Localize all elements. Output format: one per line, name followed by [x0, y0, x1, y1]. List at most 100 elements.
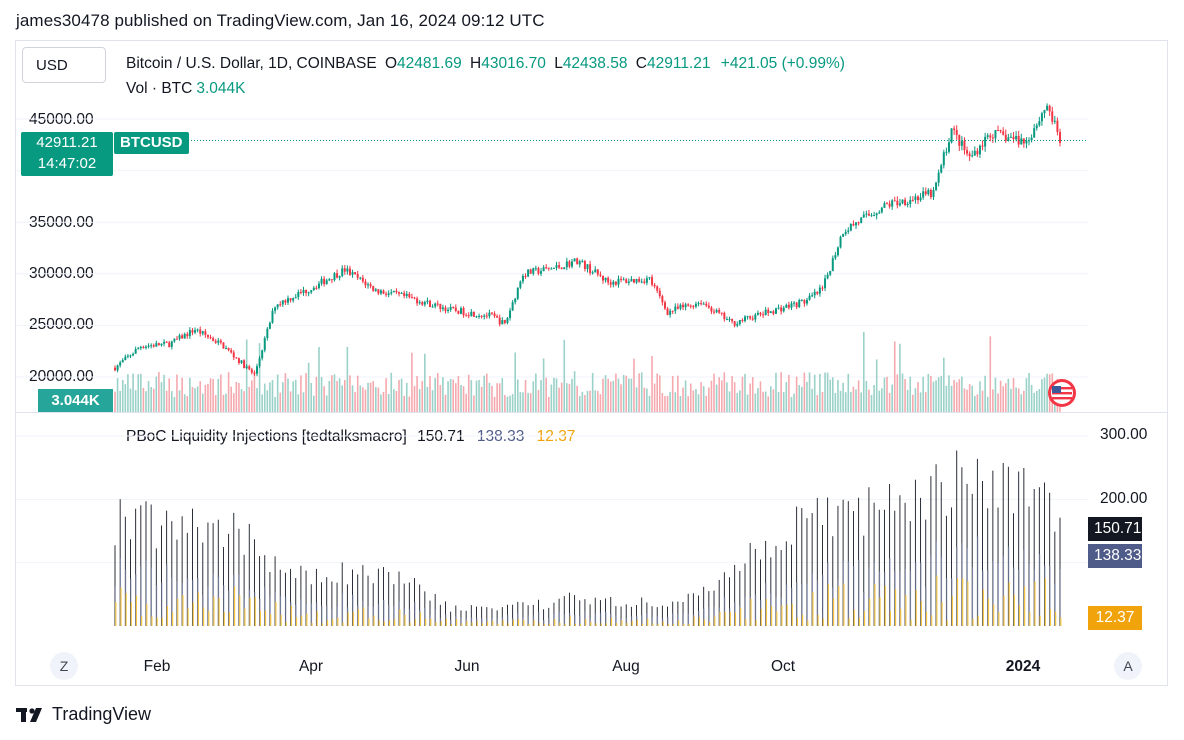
candle-body — [279, 304, 282, 306]
volume-bar — [684, 380, 687, 412]
candle-body — [1038, 121, 1041, 126]
candle-body — [178, 335, 181, 339]
candle-body — [297, 291, 300, 298]
volume-bar — [813, 374, 816, 412]
volume-bar — [899, 343, 901, 412]
candle-body — [478, 315, 481, 317]
volume-bar — [886, 376, 888, 412]
volume-bar — [307, 362, 310, 412]
candle-body — [674, 306, 677, 312]
indicator-badge-2: 138.33 — [1088, 544, 1142, 568]
volume-bar — [504, 395, 506, 412]
candle-body — [488, 312, 491, 317]
brand-name: TradingView — [52, 704, 152, 724]
volume-bar — [829, 379, 832, 412]
candle-body — [1046, 105, 1049, 111]
volume-label[interactable]: Vol · BTC — [126, 80, 193, 97]
volume-bar — [351, 385, 354, 412]
candle-body — [689, 305, 692, 307]
volume-bar — [816, 395, 819, 412]
volume-bar — [318, 346, 320, 412]
zoom-button[interactable]: Z — [50, 652, 78, 680]
volume-bar — [850, 391, 852, 412]
volume-bar — [808, 372, 811, 412]
candle-body — [865, 213, 868, 215]
volume-bar — [803, 372, 806, 412]
volume-bar — [973, 396, 976, 412]
volume-bar — [891, 384, 893, 412]
candle-body — [256, 366, 259, 374]
volume-bar — [452, 379, 455, 412]
candle-body — [707, 305, 710, 308]
pane-divider[interactable] — [15, 412, 1168, 413]
candle-body — [490, 312, 493, 314]
volume-bar — [785, 382, 788, 412]
us-flag-icon[interactable] — [1044, 378, 1080, 408]
volume-bar — [909, 376, 912, 412]
candle-body — [558, 265, 561, 268]
volume-bar — [289, 391, 292, 412]
volume-bar — [243, 391, 245, 412]
candle-body — [589, 264, 592, 274]
candle-body — [542, 267, 545, 272]
candle-body — [444, 307, 447, 312]
volume-bar — [968, 384, 971, 412]
volume-bar — [739, 390, 741, 412]
volume-bar — [271, 379, 274, 412]
symbol-title[interactable]: Bitcoin / U.S. Dollar, 1D, COINBASE — [126, 55, 377, 72]
candle-body — [307, 292, 310, 294]
tradingview-logo[interactable]: TradingView — [16, 704, 151, 725]
candle-body — [614, 281, 617, 285]
candle-body — [364, 281, 367, 286]
candle-body — [929, 189, 932, 198]
volume-bar — [220, 374, 222, 412]
volume-bar — [385, 378, 387, 412]
auto-scale-button[interactable]: A — [1114, 652, 1142, 680]
candle-body — [315, 287, 318, 289]
volume-bar — [227, 372, 230, 412]
candle-body — [485, 315, 488, 317]
volume-bar — [393, 389, 395, 412]
volume-bar — [194, 388, 196, 412]
volume-bar — [966, 389, 968, 412]
candle-body — [560, 267, 563, 270]
candle-body — [524, 275, 527, 277]
volume-bar — [749, 383, 751, 412]
candle-body — [1048, 105, 1051, 112]
candle-body — [212, 338, 215, 341]
volume-bar — [158, 372, 160, 412]
volume-bar — [759, 381, 762, 412]
volume-bar — [305, 373, 307, 412]
candle-body — [963, 140, 966, 151]
candle-body — [129, 355, 132, 357]
candle-body — [367, 284, 370, 286]
candle-body — [532, 268, 535, 274]
candle-body — [465, 315, 468, 317]
candle-body — [1007, 137, 1010, 141]
volume-bar — [594, 390, 597, 412]
volume-bar — [780, 372, 782, 412]
volume-bar — [713, 373, 715, 412]
candle-body — [818, 287, 821, 294]
currency-button[interactable]: USD — [22, 47, 106, 83]
volume-bar — [677, 375, 679, 412]
volume-bar — [1004, 383, 1007, 412]
volume-bar — [439, 385, 442, 412]
volume-bar — [764, 391, 767, 412]
volume-bar — [757, 388, 759, 412]
volume-bar — [204, 384, 207, 412]
volume-bar — [573, 371, 576, 412]
candle-body — [134, 349, 137, 354]
volume-bar — [633, 358, 635, 412]
low-value: 42438.58 — [562, 55, 628, 72]
candle-body — [591, 272, 594, 274]
candle-body — [687, 304, 690, 306]
volume-bar — [599, 394, 602, 412]
candle-body — [888, 203, 891, 207]
volume-bar — [341, 385, 344, 412]
volume-bar — [413, 385, 416, 412]
volume-bar — [121, 379, 124, 412]
candle-body — [777, 307, 780, 309]
